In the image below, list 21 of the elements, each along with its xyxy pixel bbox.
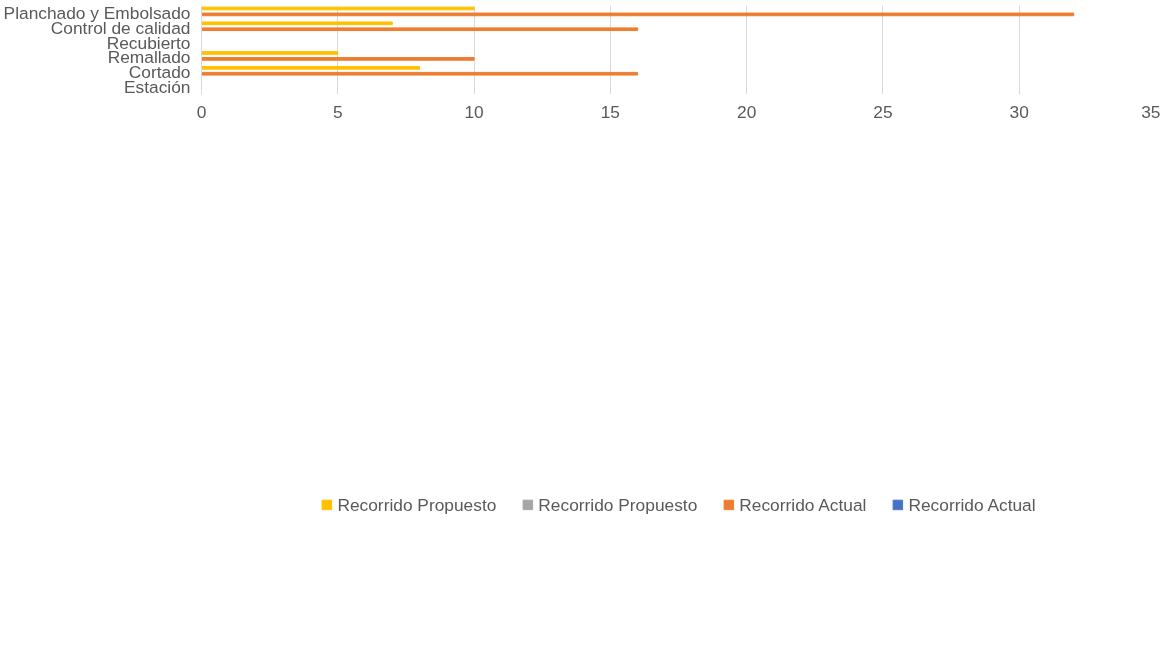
y-tick-label: Estación: [124, 77, 191, 98]
bar: [201, 57, 475, 61]
bar: [201, 6, 475, 11]
bar: [201, 71, 639, 76]
bar: [201, 21, 393, 26]
bar: [201, 65, 421, 70]
x-tick-label: 15: [600, 101, 620, 122]
x-tick-label: 25: [873, 101, 893, 122]
bar: [201, 27, 639, 32]
x-tick-label: 0: [196, 101, 207, 122]
bar: [201, 12, 1075, 17]
legend-label: Recorrido Propuesto: [337, 494, 497, 516]
x-tick-label: 20: [737, 101, 757, 122]
x-tick-label: 30: [1009, 101, 1029, 122]
legend-label: Recorrido Actual: [739, 494, 867, 516]
legend-label: Recorrido Propuesto: [538, 494, 698, 516]
bar: [201, 51, 339, 55]
legend-label: Recorrido Actual: [908, 494, 1036, 516]
x-tick-label: 10: [464, 101, 484, 122]
x-tick-label: 35: [1141, 101, 1161, 122]
x-tick-label: 5: [332, 101, 343, 122]
